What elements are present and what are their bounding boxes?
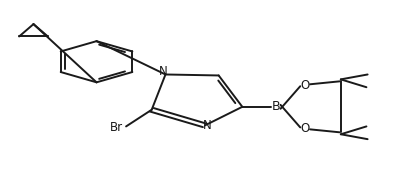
- Text: B: B: [271, 100, 280, 113]
- Text: Br: Br: [110, 121, 123, 134]
- Text: O: O: [301, 122, 310, 135]
- Text: N: N: [159, 65, 168, 78]
- Text: N: N: [203, 119, 211, 132]
- Text: O: O: [301, 79, 310, 92]
